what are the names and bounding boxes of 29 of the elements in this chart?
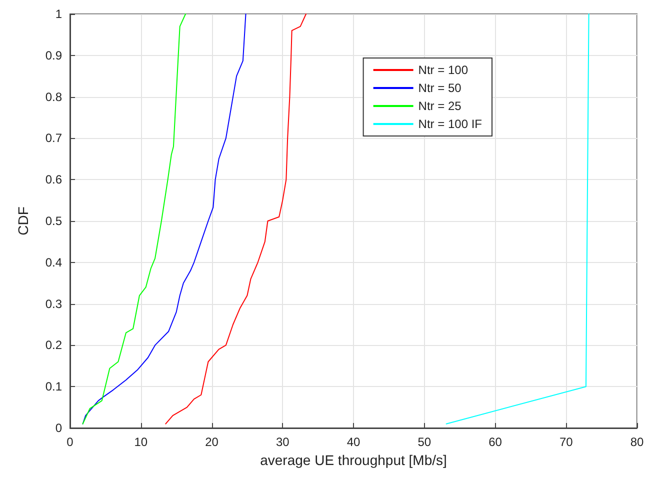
y-tick-label: 0.3 [45,296,62,311]
y-tick-label: 0.7 [45,131,62,146]
x-tick-label: 70 [559,435,574,449]
y-tick-label: 0.2 [45,338,62,352]
y-tick-label: 0.4 [45,255,62,270]
x-tick-label: 30 [276,435,290,449]
y-tick-label: 0.6 [45,172,62,187]
x-axis-title: average UE throughput [Mb/s] [260,452,447,468]
x-tick-label: 20 [205,435,219,449]
line-series [82,14,246,424]
x-tick-label: 80 [630,435,644,449]
y-tick-label: 0.1 [45,380,62,394]
legend-label: Ntr = 100 [418,63,468,77]
legend-label: Ntr = 50 [418,81,462,95]
x-tick-label: 10 [134,435,148,449]
y-tick-label: 0.8 [45,90,62,104]
line-series [82,14,186,424]
legend-label: Ntr = 100 IF [418,117,482,131]
legend-label: Ntr = 25 [418,99,462,113]
y-tick-label: 1 [55,7,62,21]
y-tick-label: 0 [55,421,62,435]
y-tick-label: 0.5 [45,214,62,228]
line-series [165,14,307,424]
y-axis-title: CDF [15,206,31,236]
x-tick-label: 60 [488,435,502,449]
x-tick-label: 0 [66,435,74,449]
x-tick-label: 40 [346,435,360,449]
x-tick-label: 50 [418,435,432,449]
y-tick-label: 0.9 [45,48,62,62]
